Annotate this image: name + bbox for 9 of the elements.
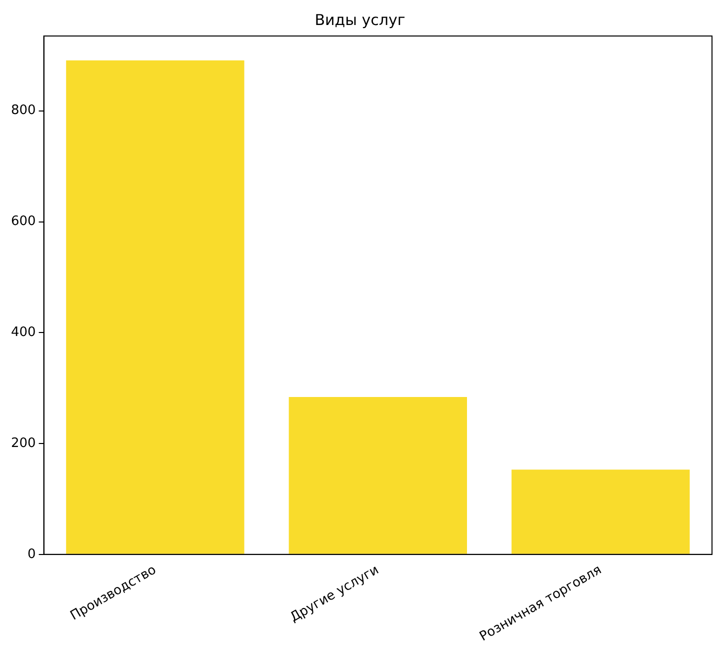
chart-title: Виды услуг <box>314 10 406 29</box>
bar <box>66 60 244 554</box>
y-tick-label: 400 <box>10 325 36 340</box>
y-tick-label: 800 <box>10 103 36 118</box>
bar <box>288 396 467 554</box>
bar <box>512 470 690 554</box>
y-tick-label: 0 <box>28 546 36 562</box>
y-tick-label: 600 <box>10 214 36 230</box>
y-tick-label: 200 <box>10 436 36 451</box>
